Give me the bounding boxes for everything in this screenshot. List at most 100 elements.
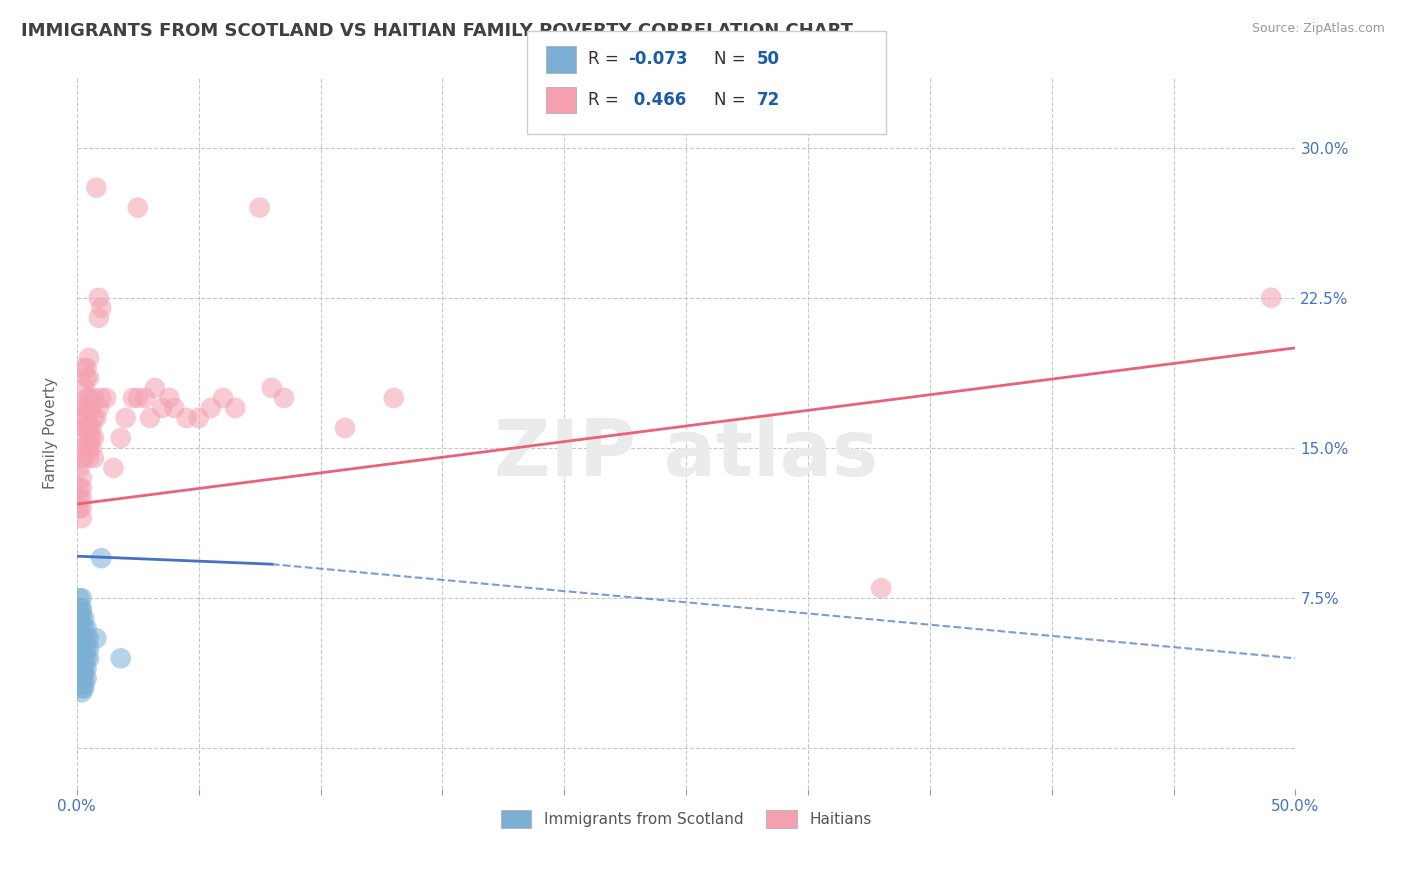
Point — [73, 401, 96, 415]
Text: 72: 72 — [756, 91, 780, 109]
Point — [87, 310, 110, 325]
Point — [76, 632, 98, 646]
Text: -0.073: -0.073 — [628, 50, 688, 68]
Point — [127, 391, 149, 405]
Point — [77, 391, 100, 405]
Point — [187, 411, 209, 425]
Point — [76, 661, 98, 675]
Point — [110, 651, 132, 665]
Point — [77, 450, 100, 465]
Point — [1260, 291, 1282, 305]
Point — [80, 431, 103, 445]
Point — [70, 657, 93, 672]
Point — [80, 421, 103, 435]
Point — [73, 450, 96, 465]
Point — [90, 551, 112, 566]
Point — [70, 645, 93, 659]
Point — [76, 641, 98, 656]
Point — [83, 450, 105, 465]
Legend: Immigrants from Scotland, Haitians: Immigrants from Scotland, Haitians — [495, 805, 877, 834]
Point — [73, 665, 96, 680]
Point — [67, 637, 90, 651]
Point — [73, 632, 96, 646]
Point — [70, 661, 93, 675]
Point — [249, 201, 271, 215]
Point — [70, 632, 93, 646]
Point — [77, 351, 100, 365]
Point — [70, 681, 93, 696]
Point — [67, 621, 90, 635]
Point — [73, 611, 96, 625]
Point — [73, 621, 96, 635]
Point — [159, 391, 181, 405]
Point — [70, 665, 93, 680]
Point — [73, 431, 96, 445]
Point — [70, 641, 93, 656]
Point — [86, 632, 108, 646]
Point — [70, 651, 93, 665]
Point — [67, 651, 90, 665]
Text: 50: 50 — [756, 50, 779, 68]
Point — [176, 411, 198, 425]
Point — [70, 450, 93, 465]
Point — [110, 431, 132, 445]
Point — [134, 391, 156, 405]
Point — [70, 671, 93, 685]
Point — [70, 501, 93, 516]
Point — [76, 671, 98, 685]
Point — [70, 491, 93, 505]
Point — [139, 411, 162, 425]
Point — [67, 605, 90, 619]
Point — [83, 391, 105, 405]
Point — [333, 421, 356, 435]
Point — [80, 401, 103, 415]
Point — [76, 651, 98, 665]
Point — [260, 381, 283, 395]
Text: N =: N = — [714, 50, 751, 68]
Y-axis label: Family Poverty: Family Poverty — [44, 377, 58, 489]
Point — [76, 411, 98, 425]
Point — [90, 391, 112, 405]
Point — [273, 391, 295, 405]
Point — [70, 605, 93, 619]
Point — [70, 611, 93, 625]
Point — [67, 611, 90, 625]
Point — [73, 421, 96, 435]
Point — [212, 391, 235, 405]
Point — [200, 401, 222, 415]
Point — [77, 421, 100, 435]
Point — [67, 645, 90, 659]
Point — [90, 301, 112, 315]
Point — [76, 621, 98, 635]
Point — [87, 401, 110, 415]
Text: IMMIGRANTS FROM SCOTLAND VS HAITIAN FAMILY POVERTY CORRELATION CHART: IMMIGRANTS FROM SCOTLAND VS HAITIAN FAMI… — [21, 22, 853, 40]
Point — [77, 651, 100, 665]
Point — [114, 411, 136, 425]
Point — [73, 381, 96, 395]
Point — [80, 441, 103, 455]
Text: R =: R = — [588, 91, 624, 109]
Point — [76, 401, 98, 415]
Text: ZIP atlas: ZIP atlas — [494, 417, 879, 492]
Point — [77, 401, 100, 415]
Point — [77, 632, 100, 646]
Point — [73, 441, 96, 455]
Point — [76, 360, 98, 375]
Point — [150, 401, 173, 415]
Point — [73, 641, 96, 656]
Point — [103, 461, 125, 475]
Point — [73, 677, 96, 691]
Point — [76, 421, 98, 435]
Point — [76, 371, 98, 385]
Point — [70, 621, 93, 635]
Point — [67, 481, 90, 495]
Point — [87, 291, 110, 305]
Point — [67, 461, 90, 475]
Point — [73, 671, 96, 685]
Point — [77, 441, 100, 455]
Point — [77, 641, 100, 656]
Point — [83, 431, 105, 445]
Point — [67, 657, 90, 672]
Point — [122, 391, 145, 405]
Point — [67, 625, 90, 640]
